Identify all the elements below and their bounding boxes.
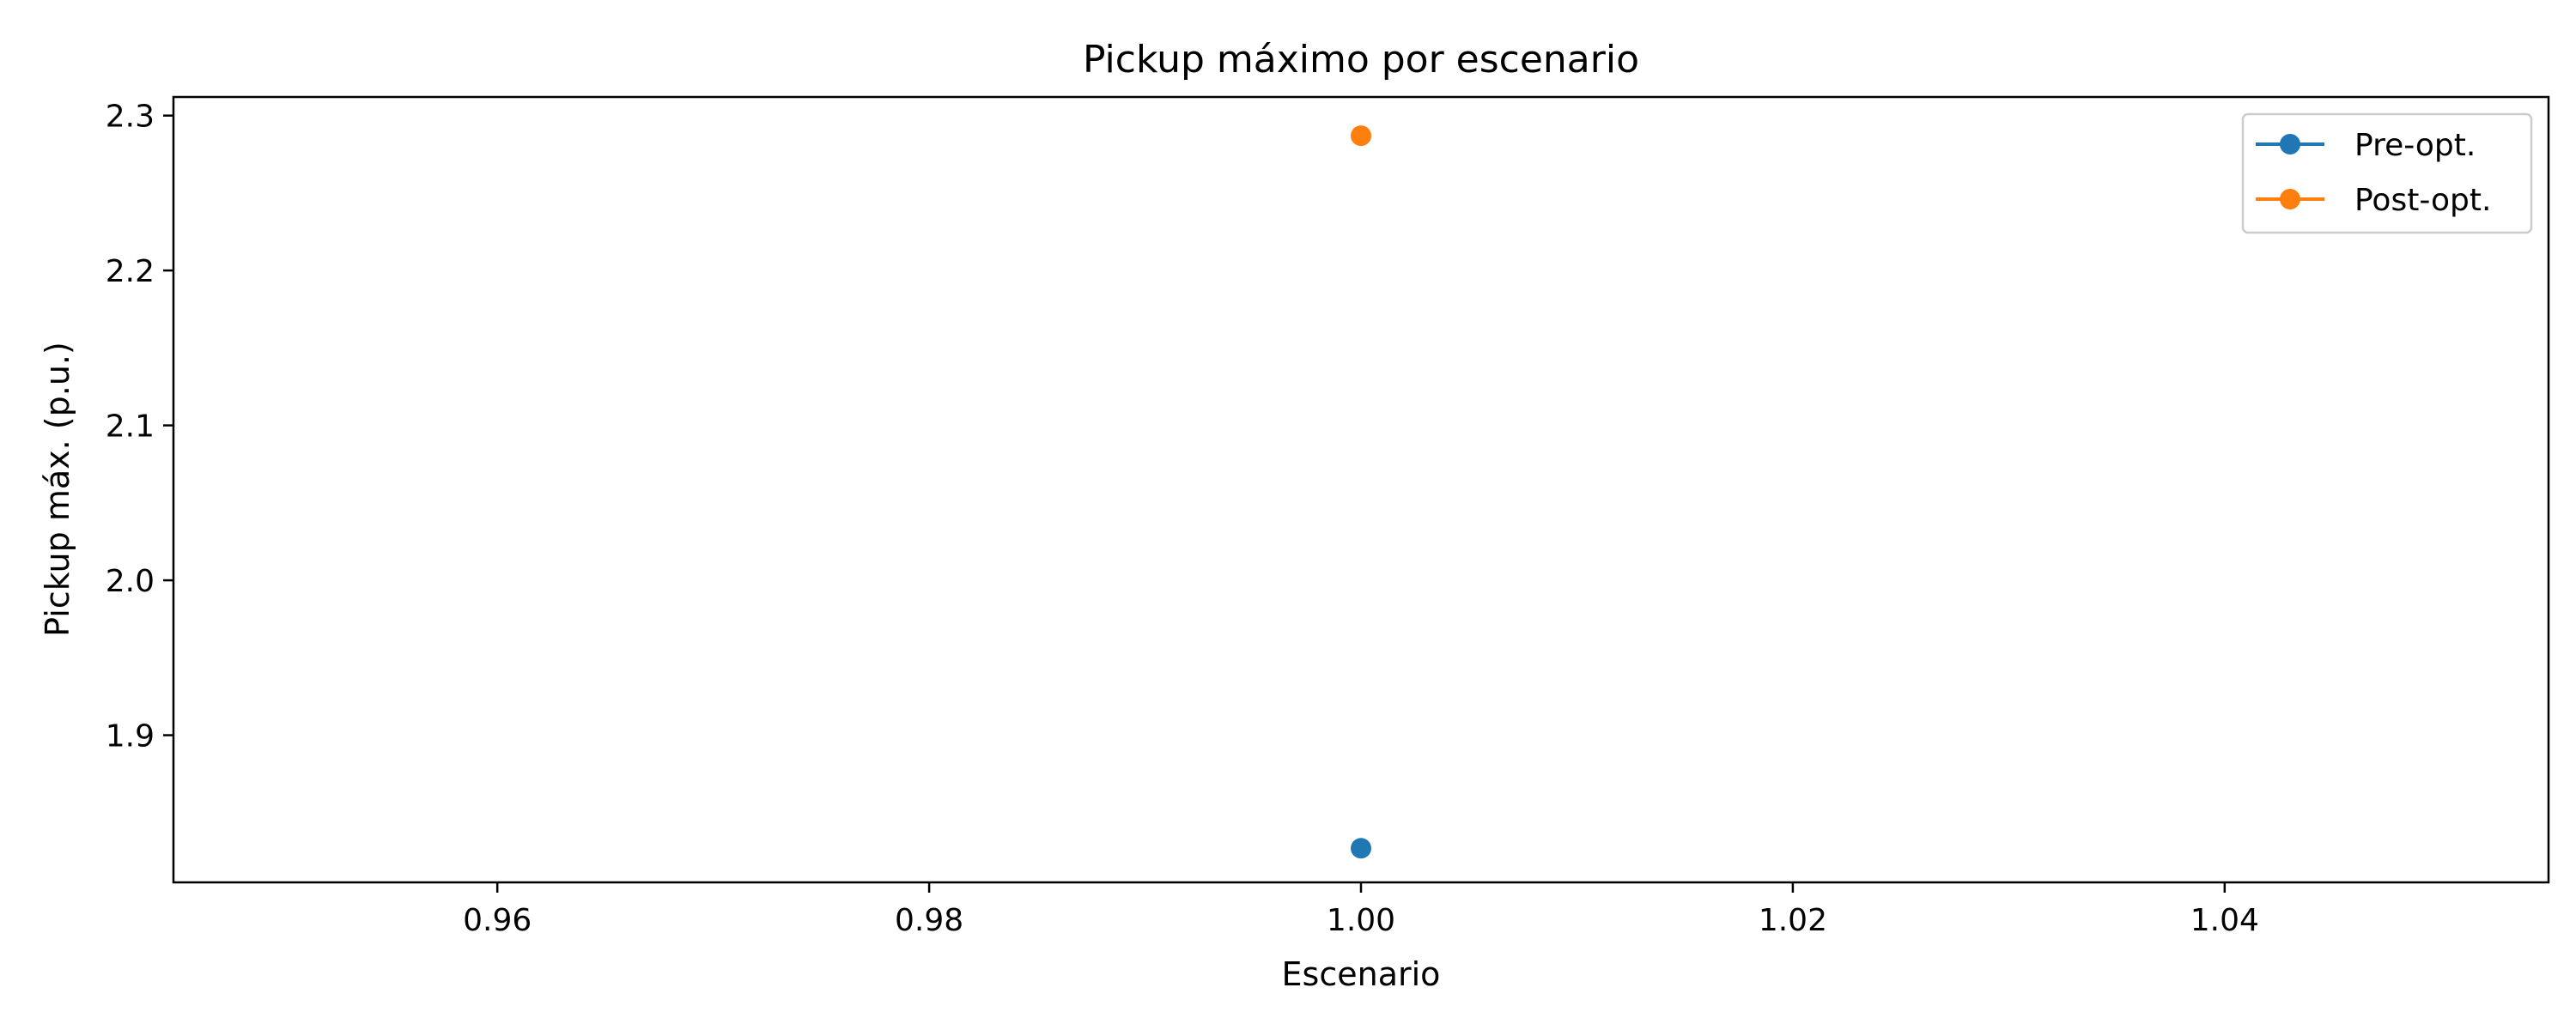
plot-marks bbox=[1351, 125, 1371, 859]
y-tick-label: 1.9 bbox=[106, 719, 155, 754]
y-axis-ticks: 1.9 2.0 2.1 2.2 2.3 bbox=[106, 100, 173, 754]
chart-title: Pickup máximo por escenario bbox=[1083, 38, 1639, 82]
data-point-pre-opt bbox=[1351, 838, 1371, 859]
x-tick-label: 1.02 bbox=[1759, 903, 1827, 938]
x-axis-label: Escenario bbox=[1282, 955, 1441, 993]
y-tick-label: 2.1 bbox=[106, 409, 155, 445]
data-point-post-opt bbox=[1351, 125, 1371, 147]
x-tick-label: 1.00 bbox=[1327, 903, 1395, 938]
y-tick-label: 2.0 bbox=[106, 564, 155, 599]
legend-marker-pre-opt bbox=[2280, 134, 2300, 154]
y-tick-label: 2.2 bbox=[106, 254, 155, 289]
y-tick-label: 2.3 bbox=[106, 100, 155, 135]
x-tick-label: 0.96 bbox=[463, 903, 532, 938]
legend-label-post-opt: Post-opt. bbox=[2354, 183, 2491, 218]
x-axis-ticks: 0.96 0.98 1.00 1.02 1.04 bbox=[463, 882, 2259, 938]
legend-marker-post-opt bbox=[2280, 189, 2300, 209]
x-tick-label: 0.98 bbox=[895, 903, 963, 938]
legend-label-pre-opt: Pre-opt. bbox=[2354, 128, 2476, 163]
y-axis-label: Pickup máx. (p.u.) bbox=[39, 342, 76, 637]
plot-area-frame bbox=[172, 95, 2550, 884]
x-tick-label: 1.04 bbox=[2190, 903, 2259, 938]
legend: Pre-opt. Post-opt. bbox=[2241, 112, 2533, 234]
